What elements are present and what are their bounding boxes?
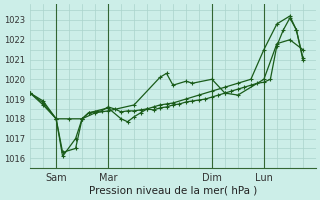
X-axis label: Pression niveau de la mer( hPa ): Pression niveau de la mer( hPa ): [89, 186, 257, 196]
